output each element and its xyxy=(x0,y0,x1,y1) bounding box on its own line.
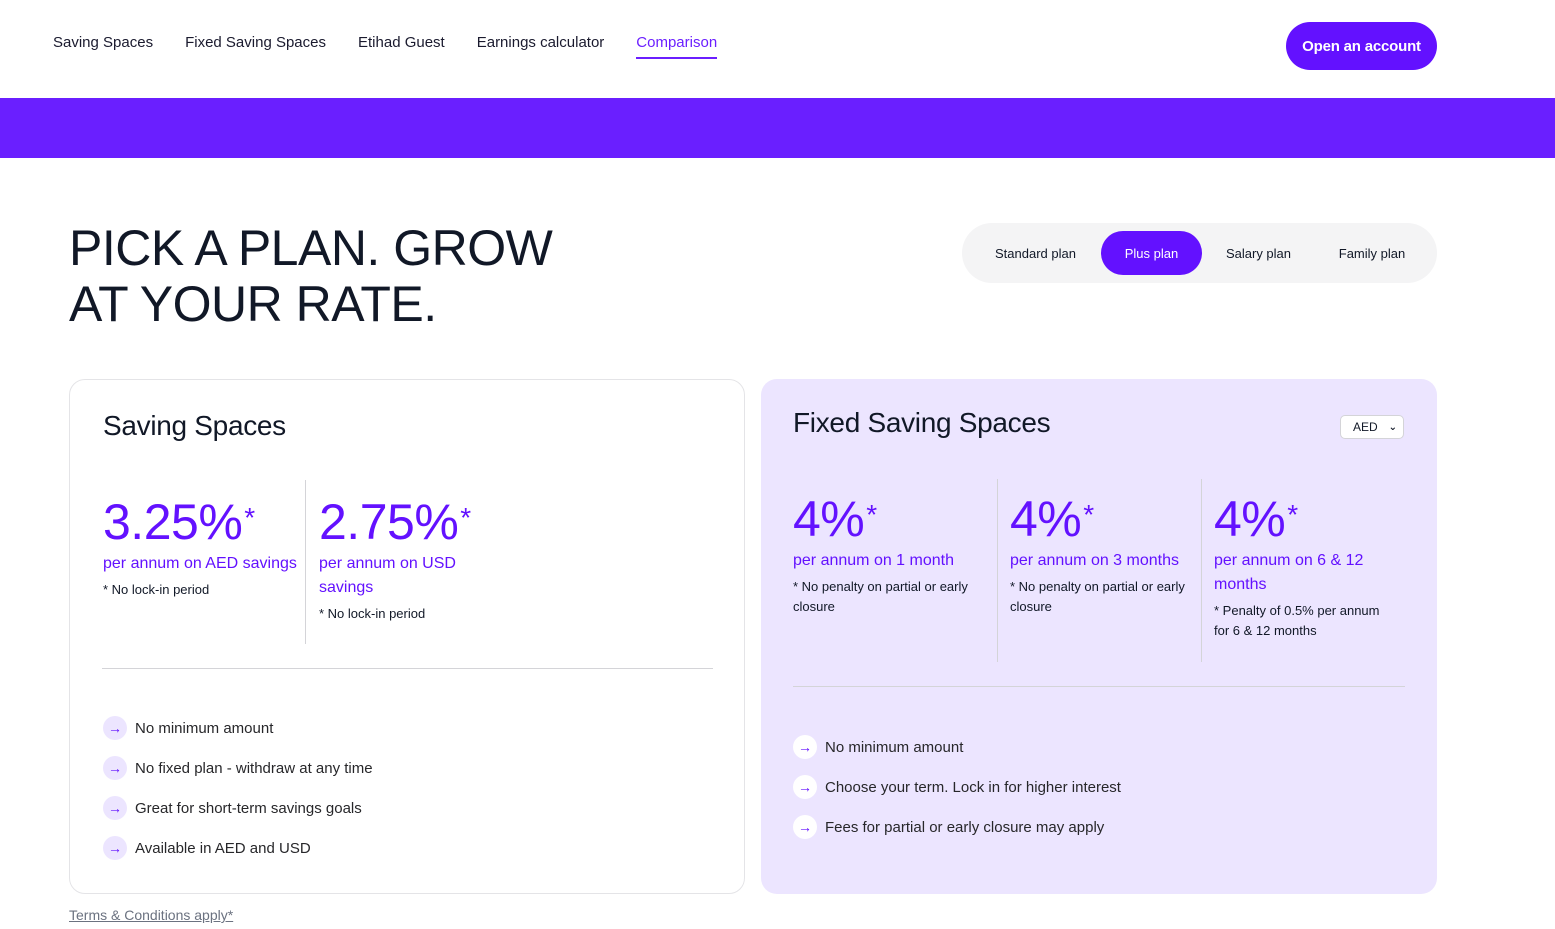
nav-link-comparison[interactable]: Comparison xyxy=(636,34,718,59)
rate-usd: 2.75%* per annum on USD savings * No loc… xyxy=(319,496,479,624)
rate-label: per annum on USD savings xyxy=(319,555,456,596)
rate-1-month: 4%* per annum on 1 month * No penalty on… xyxy=(793,493,1010,641)
feature-text: No fixed plan - withdraw at any time xyxy=(135,759,373,777)
tab-plus-plan[interactable]: Plus plan xyxy=(1101,231,1202,275)
rate-divider xyxy=(1201,479,1202,662)
saving-spaces-card: Saving Spaces 3.25%* per annum on AED sa… xyxy=(69,379,745,894)
feature-text: Available in AED and USD xyxy=(135,839,311,857)
rate-value: 4%* xyxy=(793,491,877,547)
feature-text: Choose your term. Lock in for higher int… xyxy=(825,778,1121,796)
nav-links: Saving Spaces Fixed Saving Spaces Etihad… xyxy=(53,34,749,59)
rate-label: per annum on 3 months xyxy=(1010,552,1179,569)
list-item: → Available in AED and USD xyxy=(103,828,373,868)
terms-link[interactable]: Terms & Conditions apply* xyxy=(69,907,234,923)
rate-label: per annum on 1 month xyxy=(793,552,954,569)
rate-label: per annum on 6 & 12 months xyxy=(1214,552,1364,593)
rate-value: 4%* xyxy=(1214,491,1298,547)
rate-value: 4%* xyxy=(1010,491,1094,547)
arrow-right-icon: → xyxy=(103,836,127,860)
arrow-right-icon: → xyxy=(103,756,127,780)
nav-link-earnings-calculator[interactable]: Earnings calculator xyxy=(476,34,605,51)
nav-link-etihad-guest[interactable]: Etihad Guest xyxy=(358,34,445,51)
open-account-button[interactable]: Open an account xyxy=(1286,22,1437,70)
chevron-down-icon: ⌄ xyxy=(1388,421,1397,433)
page-title-line-2: AT YOUR RATE. xyxy=(69,276,437,332)
arrow-right-icon: → xyxy=(793,735,817,759)
tab-standard-plan[interactable]: Standard plan xyxy=(995,245,1076,261)
rate-note: * No lock-in period xyxy=(103,582,210,597)
rate-value: 2.75%* xyxy=(319,494,471,550)
tab-salary-plan[interactable]: Salary plan xyxy=(1225,245,1292,261)
list-item: → No minimum amount xyxy=(793,727,1121,767)
page-title: PICK A PLAN. GROW AT YOUR RATE. xyxy=(69,220,589,332)
rate-divider xyxy=(997,479,998,662)
list-item: → Choose your term. Lock in for higher i… xyxy=(793,767,1121,807)
fixed-saving-spaces-features: → No minimum amount → Choose your term. … xyxy=(793,727,1121,847)
list-item: → Fees for partial or early closure may … xyxy=(793,807,1121,847)
rate-note: * Penalty of 0.5% per annum for 6 & 12 m… xyxy=(1214,603,1380,638)
feature-text: No minimum amount xyxy=(825,738,964,756)
saving-spaces-rates: 3.25%* per annum on AED savings * No loc… xyxy=(103,496,479,624)
rate-note: * No lock-in period xyxy=(319,606,426,621)
rate-note: * No penalty on partial or early closure xyxy=(1010,579,1185,614)
rate-note: * No penalty on partial or early closure xyxy=(793,579,968,614)
currency-value: AED xyxy=(1353,420,1378,434)
nav-link-saving-spaces[interactable]: Saving Spaces xyxy=(53,34,154,51)
feature-text: No minimum amount xyxy=(135,719,274,737)
rate-divider xyxy=(305,480,306,644)
rate-6-12-months: 4%* per annum on 6 & 12 months * Penalty… xyxy=(1214,493,1394,641)
list-item: → Great for short-term savings goals xyxy=(103,788,373,828)
arrow-right-icon: → xyxy=(103,796,127,820)
fixed-saving-spaces-rates: 4%* per annum on 1 month * No penalty on… xyxy=(793,493,1394,641)
section-divider xyxy=(102,668,713,669)
rate-3-months: 4%* per annum on 3 months * No penalty o… xyxy=(1010,493,1214,641)
arrow-right-icon: → xyxy=(103,716,127,740)
fixed-saving-spaces-title: Fixed Saving Spaces xyxy=(793,407,1051,438)
saving-spaces-title: Saving Spaces xyxy=(103,410,286,441)
saving-spaces-features: → No minimum amount → No fixed plan - wi… xyxy=(103,708,373,868)
section-divider xyxy=(793,686,1405,687)
rate-value: 3.25%* xyxy=(103,494,255,550)
currency-select[interactable]: AED ⌄ xyxy=(1340,415,1404,439)
arrow-right-icon: → xyxy=(793,775,817,799)
fixed-saving-spaces-card: Fixed Saving Spaces AED ⌄ 4%* per annum … xyxy=(761,379,1437,894)
tab-family-plan[interactable]: Family plan xyxy=(1338,245,1406,261)
top-navigation: Saving Spaces Fixed Saving Spaces Etihad… xyxy=(0,0,1555,98)
list-item: → No fixed plan - withdraw at any time xyxy=(103,748,373,788)
rate-label: per annum on AED savings xyxy=(103,555,297,572)
feature-text: Great for short-term savings goals xyxy=(135,799,362,817)
list-item: → No minimum amount xyxy=(103,708,373,748)
arrow-right-icon: → xyxy=(793,815,817,839)
purple-banner xyxy=(0,98,1555,158)
page-title-line-1: PICK A PLAN. GROW xyxy=(69,220,553,276)
plan-selector: Standard plan Plus plan Salary plan Fami… xyxy=(962,223,1437,283)
nav-link-fixed-saving-spaces[interactable]: Fixed Saving Spaces xyxy=(185,34,326,51)
feature-text: Fees for partial or early closure may ap… xyxy=(825,818,1105,836)
rate-aed: 3.25%* per annum on AED savings * No loc… xyxy=(103,496,319,624)
